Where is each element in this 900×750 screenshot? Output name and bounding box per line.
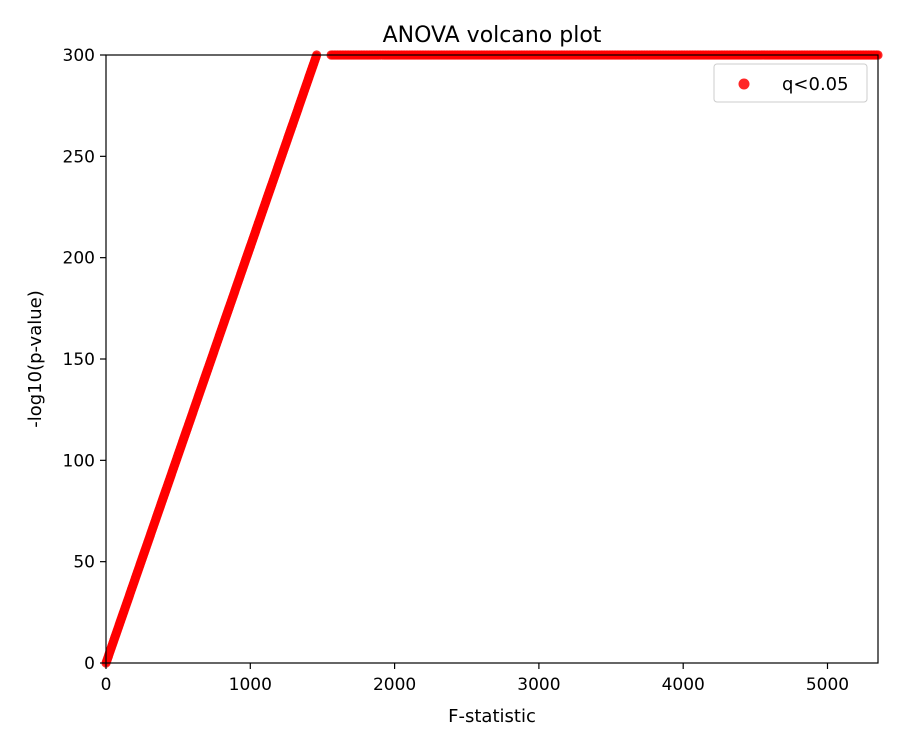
x-tick-label: 0 [101, 675, 112, 695]
x-tick-label: 5000 [806, 675, 849, 695]
y-axis-ticks: 0 50 100 150 200 250 300 [63, 46, 106, 674]
scatter-points [101, 50, 883, 668]
y-tick-label: 250 [63, 147, 95, 167]
y-tick-label: 50 [73, 553, 95, 573]
y-tick-label: 150 [63, 350, 95, 370]
legend-label-q-005: q<0.05 [782, 74, 849, 95]
chart-title: ANOVA volcano plot [383, 23, 602, 48]
y-tick-label: 100 [63, 451, 95, 471]
y-tick-label: 200 [63, 249, 95, 269]
legend-box [713, 63, 868, 103]
x-tick-label: 3000 [517, 675, 560, 695]
legend-marker-q-005 [738, 78, 750, 90]
x-axis-label: F-statistic [448, 706, 536, 727]
y-axis-label: -log10(p-value) [25, 290, 46, 428]
x-tick-label: 2000 [373, 675, 416, 695]
y-tick-label: 0 [84, 654, 95, 674]
plot-frame [105, 54, 879, 664]
x-tick-label: 1000 [229, 675, 272, 695]
legend: q<0.05 [713, 63, 868, 103]
x-tick-label: 4000 [662, 675, 705, 695]
y-tick-label: 300 [63, 46, 95, 66]
x-axis-ticks: 0 1000 2000 3000 4000 5000 [101, 663, 849, 695]
